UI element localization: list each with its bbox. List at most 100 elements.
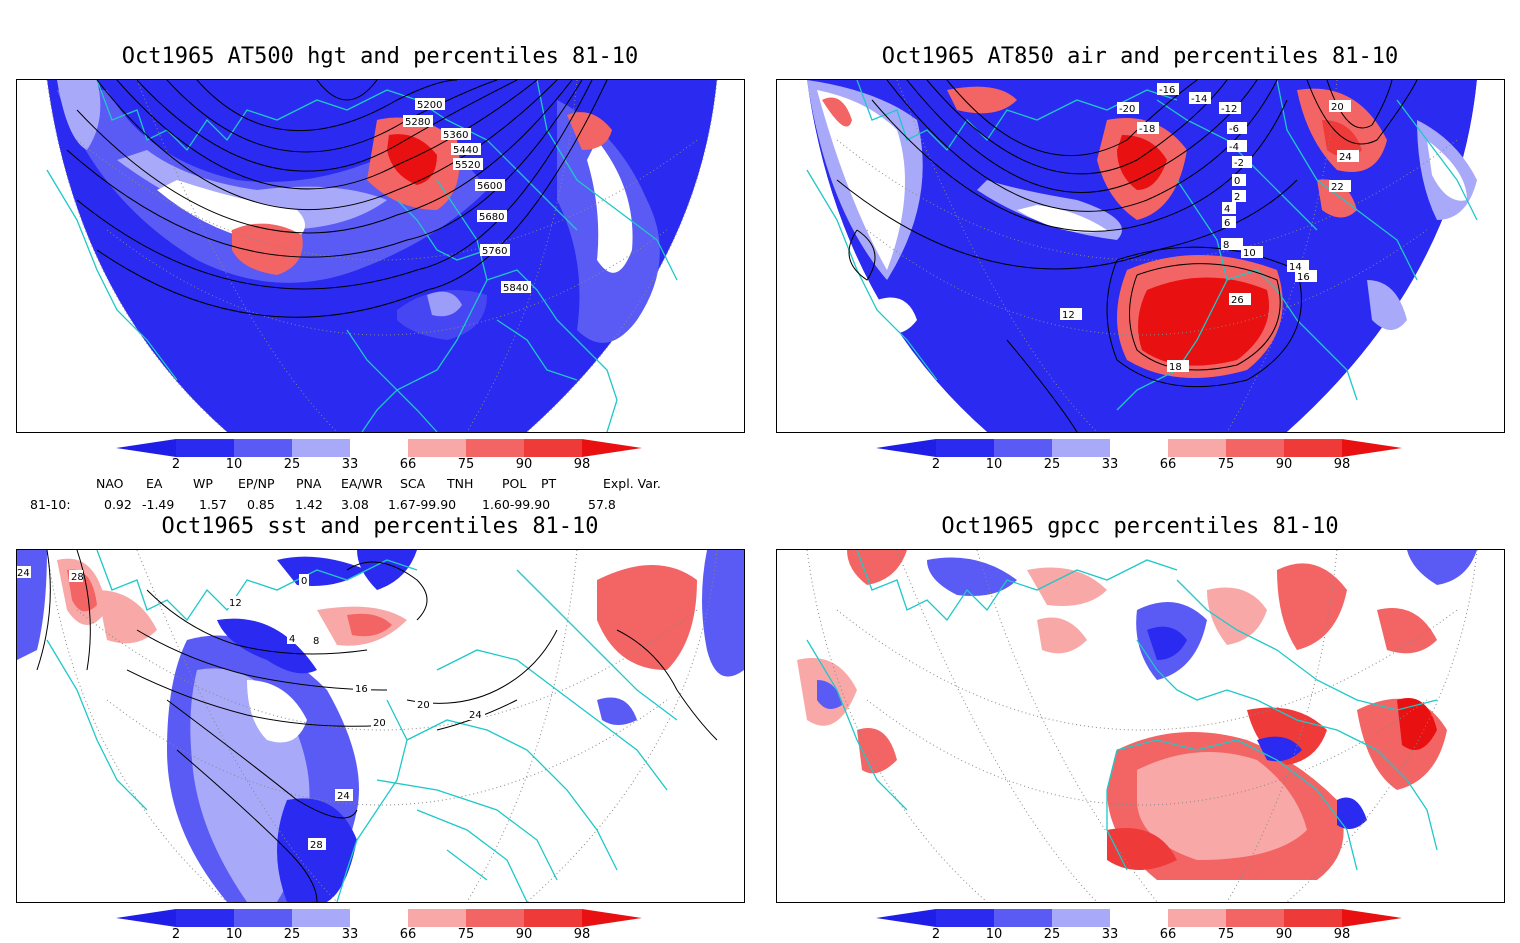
percentile-band <box>587 140 633 273</box>
hgt500-map: 5200 5280 5360 5440 5520 5600 5680 5760 … <box>17 80 744 432</box>
svg-text:10: 10 <box>1243 248 1256 259</box>
sst-contours <box>36 550 718 902</box>
contour-labels: 5200 5280 5360 5440 5520 5600 5680 5760 … <box>403 98 531 294</box>
index-header: PT <box>541 476 557 491</box>
svg-text:-16: -16 <box>1159 85 1175 96</box>
svg-text:-2: -2 <box>1234 158 1244 169</box>
percentile-band <box>1322 120 1362 158</box>
contour-label: 5760 <box>482 246 507 257</box>
svg-text:-14: -14 <box>1191 94 1207 105</box>
coastlines <box>46 80 678 432</box>
cbar-33-66 <box>350 439 408 457</box>
percentile-band <box>1367 280 1407 330</box>
svg-text:12: 12 <box>229 598 242 609</box>
cbar-tick: 66 <box>1159 457 1177 472</box>
cbar-tick: 98 <box>573 457 591 472</box>
cbar-tick: 66 <box>399 927 417 942</box>
map-panel-air850: -16 -14 -12 -20 -18 -6 -4 -2 2 0 4 6 8 1… <box>776 79 1505 433</box>
cbar-tick: 25 <box>1043 457 1061 472</box>
cbar-tick: 2 <box>931 457 941 472</box>
svg-text:8: 8 <box>313 636 319 647</box>
percentile-band <box>347 613 392 637</box>
cbar-tick: 25 <box>283 457 301 472</box>
index-value: 0.85 <box>247 497 275 512</box>
cbar-tick: 98 <box>573 927 591 942</box>
contour-label: 5600 <box>477 181 502 192</box>
colorbar-top-left: 2 10 25 33 66 75 90 98 <box>116 439 646 473</box>
cbar-tick: 66 <box>1159 927 1177 942</box>
percentile-band <box>947 86 1017 114</box>
cbar-tick: 90 <box>515 457 533 472</box>
colorbar-swatches <box>116 439 642 457</box>
svg-text:-12: -12 <box>1221 104 1237 115</box>
svg-text:26: 26 <box>1231 295 1244 306</box>
map-panel-hgt500: 5200 5280 5360 5440 5520 5600 5680 5760 … <box>16 79 745 433</box>
cbar-tick: 75 <box>457 927 475 942</box>
svg-text:4: 4 <box>289 634 295 645</box>
index-header: PNA <box>296 476 322 491</box>
colorbar-swatches <box>876 439 1402 457</box>
panel1-title: Oct1965 AT500 hgt and percentiles 81-10 <box>121 44 639 69</box>
svg-text:28: 28 <box>71 572 84 583</box>
index-header: Expl. Var. <box>603 476 661 491</box>
cbar-tick: 90 <box>515 927 533 942</box>
contour-label: 5360 <box>443 130 468 141</box>
cbar-tick: 66 <box>399 457 417 472</box>
cbar-tick: 25 <box>1043 927 1061 942</box>
map-panel-sst: 24 28 12 0 4 8 16 20 24 28 20 24 <box>16 549 745 903</box>
percentile-band <box>877 297 917 334</box>
colorbar-swatches <box>876 909 1402 927</box>
index-value: 1.57 <box>199 497 227 512</box>
cbar-tick: 33 <box>341 927 359 942</box>
cbar-66-75 <box>408 439 466 457</box>
cbar-tick: 75 <box>1217 927 1235 942</box>
panel4-title: Oct1965 gpcc percentiles 81-10 <box>941 514 1339 539</box>
svg-text:20: 20 <box>373 718 386 729</box>
colorbar-bottom-left: 2 10 25 33 66 75 90 98 <box>116 909 646 943</box>
percentile-band <box>387 134 437 185</box>
precip-patches <box>797 550 1477 880</box>
svg-text:24: 24 <box>469 710 482 721</box>
cbar-tick: 33 <box>341 457 359 472</box>
percentile-band <box>702 550 744 677</box>
svg-text:0: 0 <box>1234 176 1240 187</box>
air850-map: -16 -14 -12 -20 -18 -6 -4 -2 2 0 4 6 8 1… <box>777 80 1504 432</box>
contour-label: 5440 <box>453 145 478 156</box>
percentile-band <box>597 697 637 725</box>
coastlines <box>46 550 678 902</box>
graticule <box>806 550 1478 902</box>
index-value: -1.49 <box>142 497 175 512</box>
index-header: WP <box>193 476 213 491</box>
index-row-label: 81-10: <box>30 497 71 512</box>
cbar-tick: 2 <box>931 927 941 942</box>
svg-text:20: 20 <box>1331 102 1344 113</box>
index-header: EA <box>146 476 163 491</box>
panel3-title: Oct1965 sst and percentiles 81-10 <box>161 514 599 539</box>
gpcc-map <box>777 550 1504 902</box>
contour-labels: 24 28 12 0 4 8 16 20 24 28 20 24 <box>17 566 485 851</box>
svg-text:24: 24 <box>337 791 350 802</box>
percentile-band <box>57 80 101 150</box>
cbar-tick: 2 <box>171 457 181 472</box>
svg-text:6: 6 <box>1224 218 1230 229</box>
graticule <box>46 550 718 902</box>
percentile-band <box>597 565 697 670</box>
index-value: 3.08 <box>341 497 369 512</box>
svg-text:-4: -4 <box>1229 142 1239 153</box>
percentile-band <box>822 97 852 127</box>
percentile-band <box>97 590 157 644</box>
cbar-tick: 75 <box>457 457 475 472</box>
svg-text:-6: -6 <box>1229 124 1239 135</box>
cbar-75-90 <box>466 439 524 457</box>
svg-text:28: 28 <box>310 840 323 851</box>
percentile-band <box>232 223 303 275</box>
cbar-tick: 10 <box>225 457 243 472</box>
colorbar-bottom-right: 2 10 25 33 66 75 90 98 <box>876 909 1406 943</box>
svg-text:18: 18 <box>1169 362 1182 373</box>
percentile-band <box>217 618 317 674</box>
cbar-10-25 <box>234 439 292 457</box>
map-panel-gpcc <box>776 549 1505 903</box>
cbar-tick: 33 <box>1101 457 1119 472</box>
percentile-band <box>247 680 307 743</box>
height-contours <box>66 80 608 318</box>
